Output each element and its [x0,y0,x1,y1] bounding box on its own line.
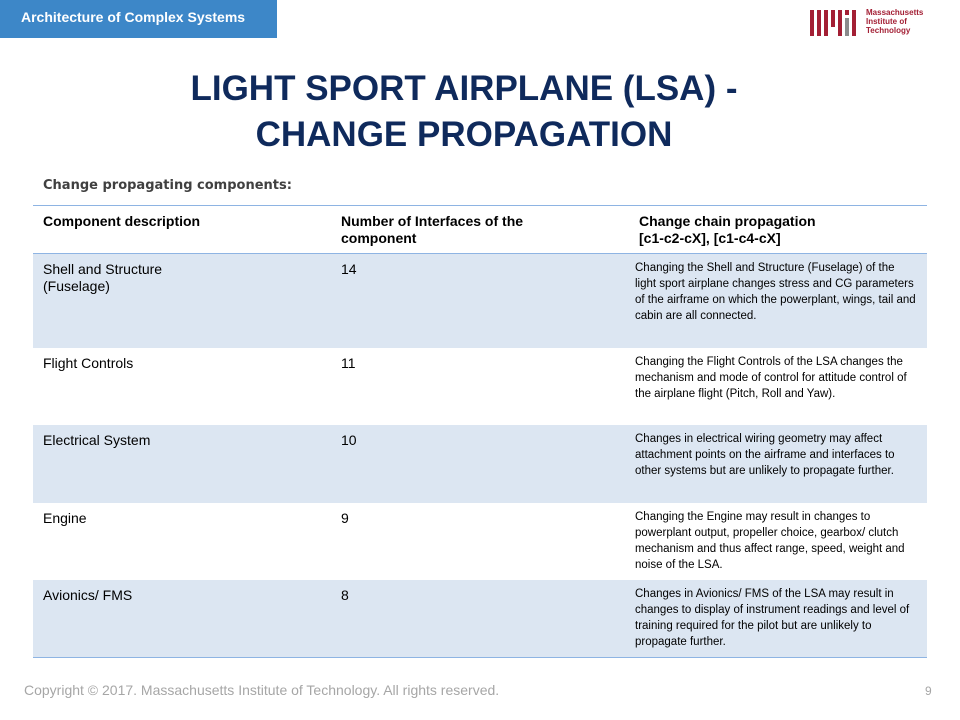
page-number: 9 [925,684,932,698]
table-row: Avionics/ FMS 8 Changes in Avionics/ FMS… [33,579,927,658]
component-name-line: Electrical System [43,431,151,448]
mit-logo: Massachusetts Institute of Technology [810,8,940,38]
mit-logo-icon [810,10,856,36]
slide-title: LIGHT SPORT AIRPLANE (LSA) - CHANGE PROP… [0,66,928,158]
header-component-label: Component description [43,213,201,229]
header-change-chain: Change chain propagation [c1-c2-cX], [c1… [629,205,927,254]
cell-component: Flight Controls [33,348,331,425]
cell-description: Changing the Shell and Structure (Fusela… [629,253,927,348]
header-change-chain-line: [c1-c2-cX], [c1-c4-cX] [639,230,781,246]
table-row: Electrical System 10 Changes in electric… [33,424,927,503]
cell-description: Changing the Engine may result in change… [635,510,905,571]
table-row: Shell and Structure (Fuselage) 14 Changi… [33,253,927,348]
logo-text-line: Massachusetts [866,8,924,17]
logo-text-line: Institute of [866,17,907,26]
component-name-line: Avionics/ FMS [43,586,133,603]
header-interfaces-line: Number of Interfaces of the [341,213,524,229]
header-component: Component description [33,205,331,254]
cell-interfaces: 9 [341,509,349,526]
cell-interfaces: 8 [331,579,629,658]
logo-text-line: Technology [866,26,911,35]
cell-interfaces: 10 [331,424,629,503]
cell-description: Changes in Avionics/ FMS of the LSA may … [629,579,927,658]
component-name-line: (Fuselage) [43,278,110,294]
component-name-line: Engine [43,509,87,526]
cell-component: Shell and Structure (Fuselage) [33,253,331,348]
components-table: Component description Number of Interfac… [33,205,927,658]
header-change-chain-line: Change chain propagation [639,213,816,229]
table-header-row: Component description Number of Interfac… [33,205,927,254]
copyright-notice: Copyright © 2017. Massachusetts Institut… [24,682,500,698]
component-name-line: Flight Controls [43,354,134,371]
logo-wordmark: Massachusetts Institute of Technology [866,8,923,35]
header-interfaces-line: component [341,230,417,246]
slide-title-line: CHANGE PROPAGATION [255,115,673,154]
cell-component: Engine [33,503,331,580]
cell-component: Electrical System [33,424,331,503]
table-caption: Change propagating components: [43,178,292,193]
table-row: Engine 9 Changing the Engine may result … [33,503,927,580]
header-interfaces: Number of Interfaces of the component [331,205,629,254]
component-name-line: Shell and Structure [43,261,163,277]
cell-interfaces: 11 [341,354,356,371]
cell-description: Changing the Flight Controls of the LSA … [635,355,907,400]
course-banner: Architecture of Complex Systems [0,0,277,38]
table-row: Flight Controls 11 Changing the Flight C… [33,348,927,425]
cell-component: Avionics/ FMS [33,579,331,658]
cell-description: Changes in electrical wiring geometry ma… [629,424,927,503]
slide-title-line: LIGHT SPORT AIRPLANE (LSA) - [190,69,738,108]
cell-interfaces: 14 [331,253,629,348]
